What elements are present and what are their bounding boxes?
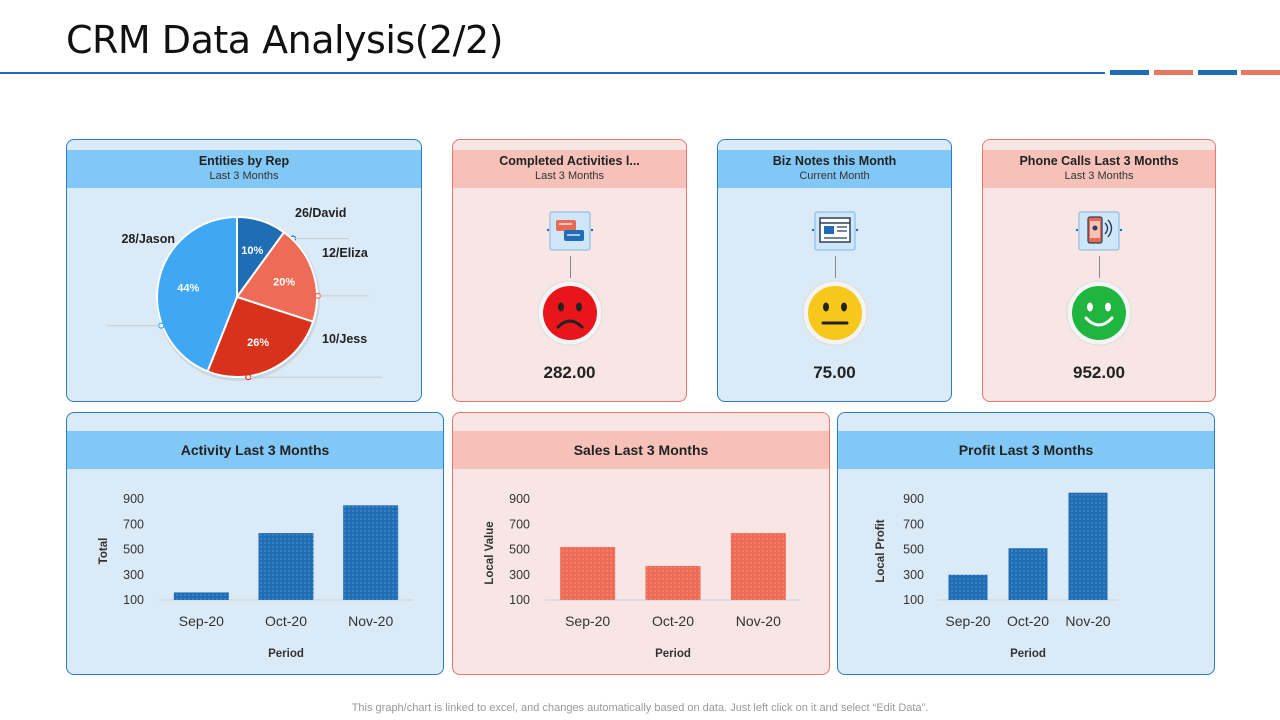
x-tick-label: Oct-20	[1007, 613, 1049, 629]
x-tick-label: Sep-20	[565, 613, 610, 629]
kpi-value: 75.00	[813, 363, 856, 382]
x-tick-label: Nov-20	[1065, 613, 1110, 629]
bar	[1068, 492, 1108, 600]
y-axis-title: Total	[98, 538, 110, 565]
card-title: Sales Last 3 Months	[573, 442, 709, 458]
connector-line	[834, 256, 836, 278]
y-tick-label: 500	[903, 543, 924, 557]
pie-slice-label: 28/Jason	[121, 232, 175, 246]
pie-slice	[235, 230, 318, 323]
x-tick-label: Nov-20	[736, 613, 781, 629]
y-tick-label: 300	[509, 568, 530, 582]
card-subtitle: Last 3 Months	[209, 170, 279, 182]
kpi-value: 282.00	[543, 363, 596, 382]
pie-chart[interactable]: 10% 26/David 20% 12/Eliza 26% 10/Jess 44% 28/Ja…	[67, 140, 422, 402]
pie-percent-label: 20%	[273, 277, 295, 289]
entities-by-rep-card[interactable]: Entities by Rep Last 3 Months 10% 26/Davi…	[66, 139, 422, 402]
card-header: Completed Activities l... Last 3 Months	[453, 150, 686, 188]
y-tick-label: 900	[509, 492, 530, 506]
sales-chart-card[interactable]: Sales Last 3 Months 100 300 500 700 900 Sep-2…	[452, 412, 830, 675]
kpi-card-completed-activities[interactable]: Completed Activities l... Last 3 Months …	[452, 139, 687, 402]
y-tick-label: 300	[123, 568, 144, 582]
card-title: Completed Activities l...	[499, 154, 640, 168]
activity-bar-chart[interactable]: 100 300 500 700 900 Sep-20 Oct-20 Nov-20 Period T…	[67, 413, 444, 675]
kpi-card-phone-calls[interactable]: Phone Calls Last 3 Months Last 3 Months …	[982, 139, 1216, 402]
connector-line	[569, 256, 571, 278]
y-tick-label: 700	[123, 517, 144, 531]
footer-note: This graph/chart is linked to excel, and…	[351, 702, 929, 714]
card-title: Profit Last 3 Months	[958, 442, 1094, 458]
y-tick-label: 500	[123, 543, 144, 557]
pie-percent-label: 10%	[241, 245, 263, 257]
y-axis-title: Local Value	[484, 521, 496, 584]
pie-percent-label: 26%	[247, 337, 269, 349]
decor-bar-2	[1154, 70, 1193, 75]
phone-call-icon	[1075, 211, 1123, 251]
card-title: Activity Last 3 Months	[180, 442, 330, 458]
y-tick-label: 300	[903, 568, 924, 582]
card-header: Activity Last 3 Months	[67, 431, 443, 469]
card-header: Entities by Rep Last 3 Months	[67, 150, 421, 188]
bar	[1008, 548, 1048, 600]
card-header: Sales Last 3 Months	[453, 431, 829, 469]
card-subtitle: Last 3 Months	[1064, 170, 1134, 182]
y-tick-label: 500	[509, 543, 530, 557]
y-tick-label: 900	[123, 492, 144, 506]
x-axis-title: Period	[655, 648, 691, 660]
connector-line	[1099, 256, 1100, 278]
y-axis-title: Local Profit	[875, 519, 887, 582]
decor-bar-4	[1241, 70, 1280, 75]
bar	[258, 533, 314, 600]
card-header: Profit Last 3 Months	[838, 431, 1214, 469]
y-tick-label: 100	[123, 593, 144, 607]
pie-percent-label: 44%	[177, 283, 199, 295]
x-axis-title: Period	[268, 648, 304, 660]
neutral-face-icon	[802, 280, 867, 346]
card-subtitle: Last 3 Months	[534, 170, 605, 182]
card-title: Phone Calls Last 3 Months	[1019, 154, 1179, 168]
card-title: Biz Notes this Month	[772, 154, 897, 168]
y-tick-label: 100	[509, 593, 530, 607]
y-tick-label: 100	[903, 593, 924, 607]
profit-chart-card[interactable]: Profit Last 3 Months 100 300 500 700 900 Sep-…	[837, 412, 1215, 675]
chat-screen-icon	[546, 211, 593, 251]
pie-slice-label: 26/David	[295, 206, 346, 220]
card-header: Biz Notes this Month Current Month	[718, 150, 951, 188]
profit-bar-chart[interactable]: 100 300 500 700 900 Sep-20 Oct-20 Nov-20 Period L…	[838, 413, 1215, 675]
decor-bar-3	[1198, 70, 1237, 75]
pie-slice-label: 12/Eliza	[322, 246, 369, 260]
bar	[560, 546, 616, 600]
y-tick-label: 700	[903, 517, 924, 531]
kpi-card-biz-notes[interactable]: Biz Notes this Month Current Month 75.00	[717, 139, 952, 402]
bar	[730, 533, 786, 600]
pie-slice	[156, 215, 238, 373]
x-tick-label: Sep-20	[945, 613, 990, 629]
pie-slice	[206, 295, 315, 378]
kpi-value: 952.00	[1073, 363, 1125, 382]
bar	[343, 505, 399, 600]
activity-chart-card[interactable]: Activity Last 3 Months 100 300 500 700 900 Se…	[66, 412, 444, 675]
sad-face-icon	[537, 280, 602, 346]
bar	[645, 565, 701, 600]
x-tick-label: Oct-20	[265, 613, 307, 629]
x-axis-title: Period	[1010, 648, 1046, 660]
y-tick-label: 700	[509, 517, 530, 531]
card-title: Entities by Rep	[198, 154, 290, 168]
sales-bar-chart[interactable]: 100 300 500 700 900 Sep-20 Oct-20 Nov-20 Period L…	[453, 413, 830, 675]
bar	[948, 574, 988, 600]
pie-slice-label: 10/Jess	[322, 332, 367, 346]
decor-bar-1	[1110, 70, 1149, 75]
page-title: CRM Data Analysis(2/2)	[66, 18, 503, 62]
bar	[173, 592, 229, 600]
happy-face-icon	[1066, 280, 1132, 346]
x-tick-label: Sep-20	[179, 613, 224, 629]
card-subtitle: Current Month	[799, 170, 870, 182]
x-tick-label: Oct-20	[652, 613, 694, 629]
y-tick-label: 900	[903, 492, 924, 506]
card-header: Phone Calls Last 3 Months Last 3 Months	[983, 150, 1215, 188]
title-divider	[0, 72, 1105, 74]
x-tick-label: Nov-20	[348, 613, 393, 629]
browser-window-icon	[811, 211, 858, 251]
